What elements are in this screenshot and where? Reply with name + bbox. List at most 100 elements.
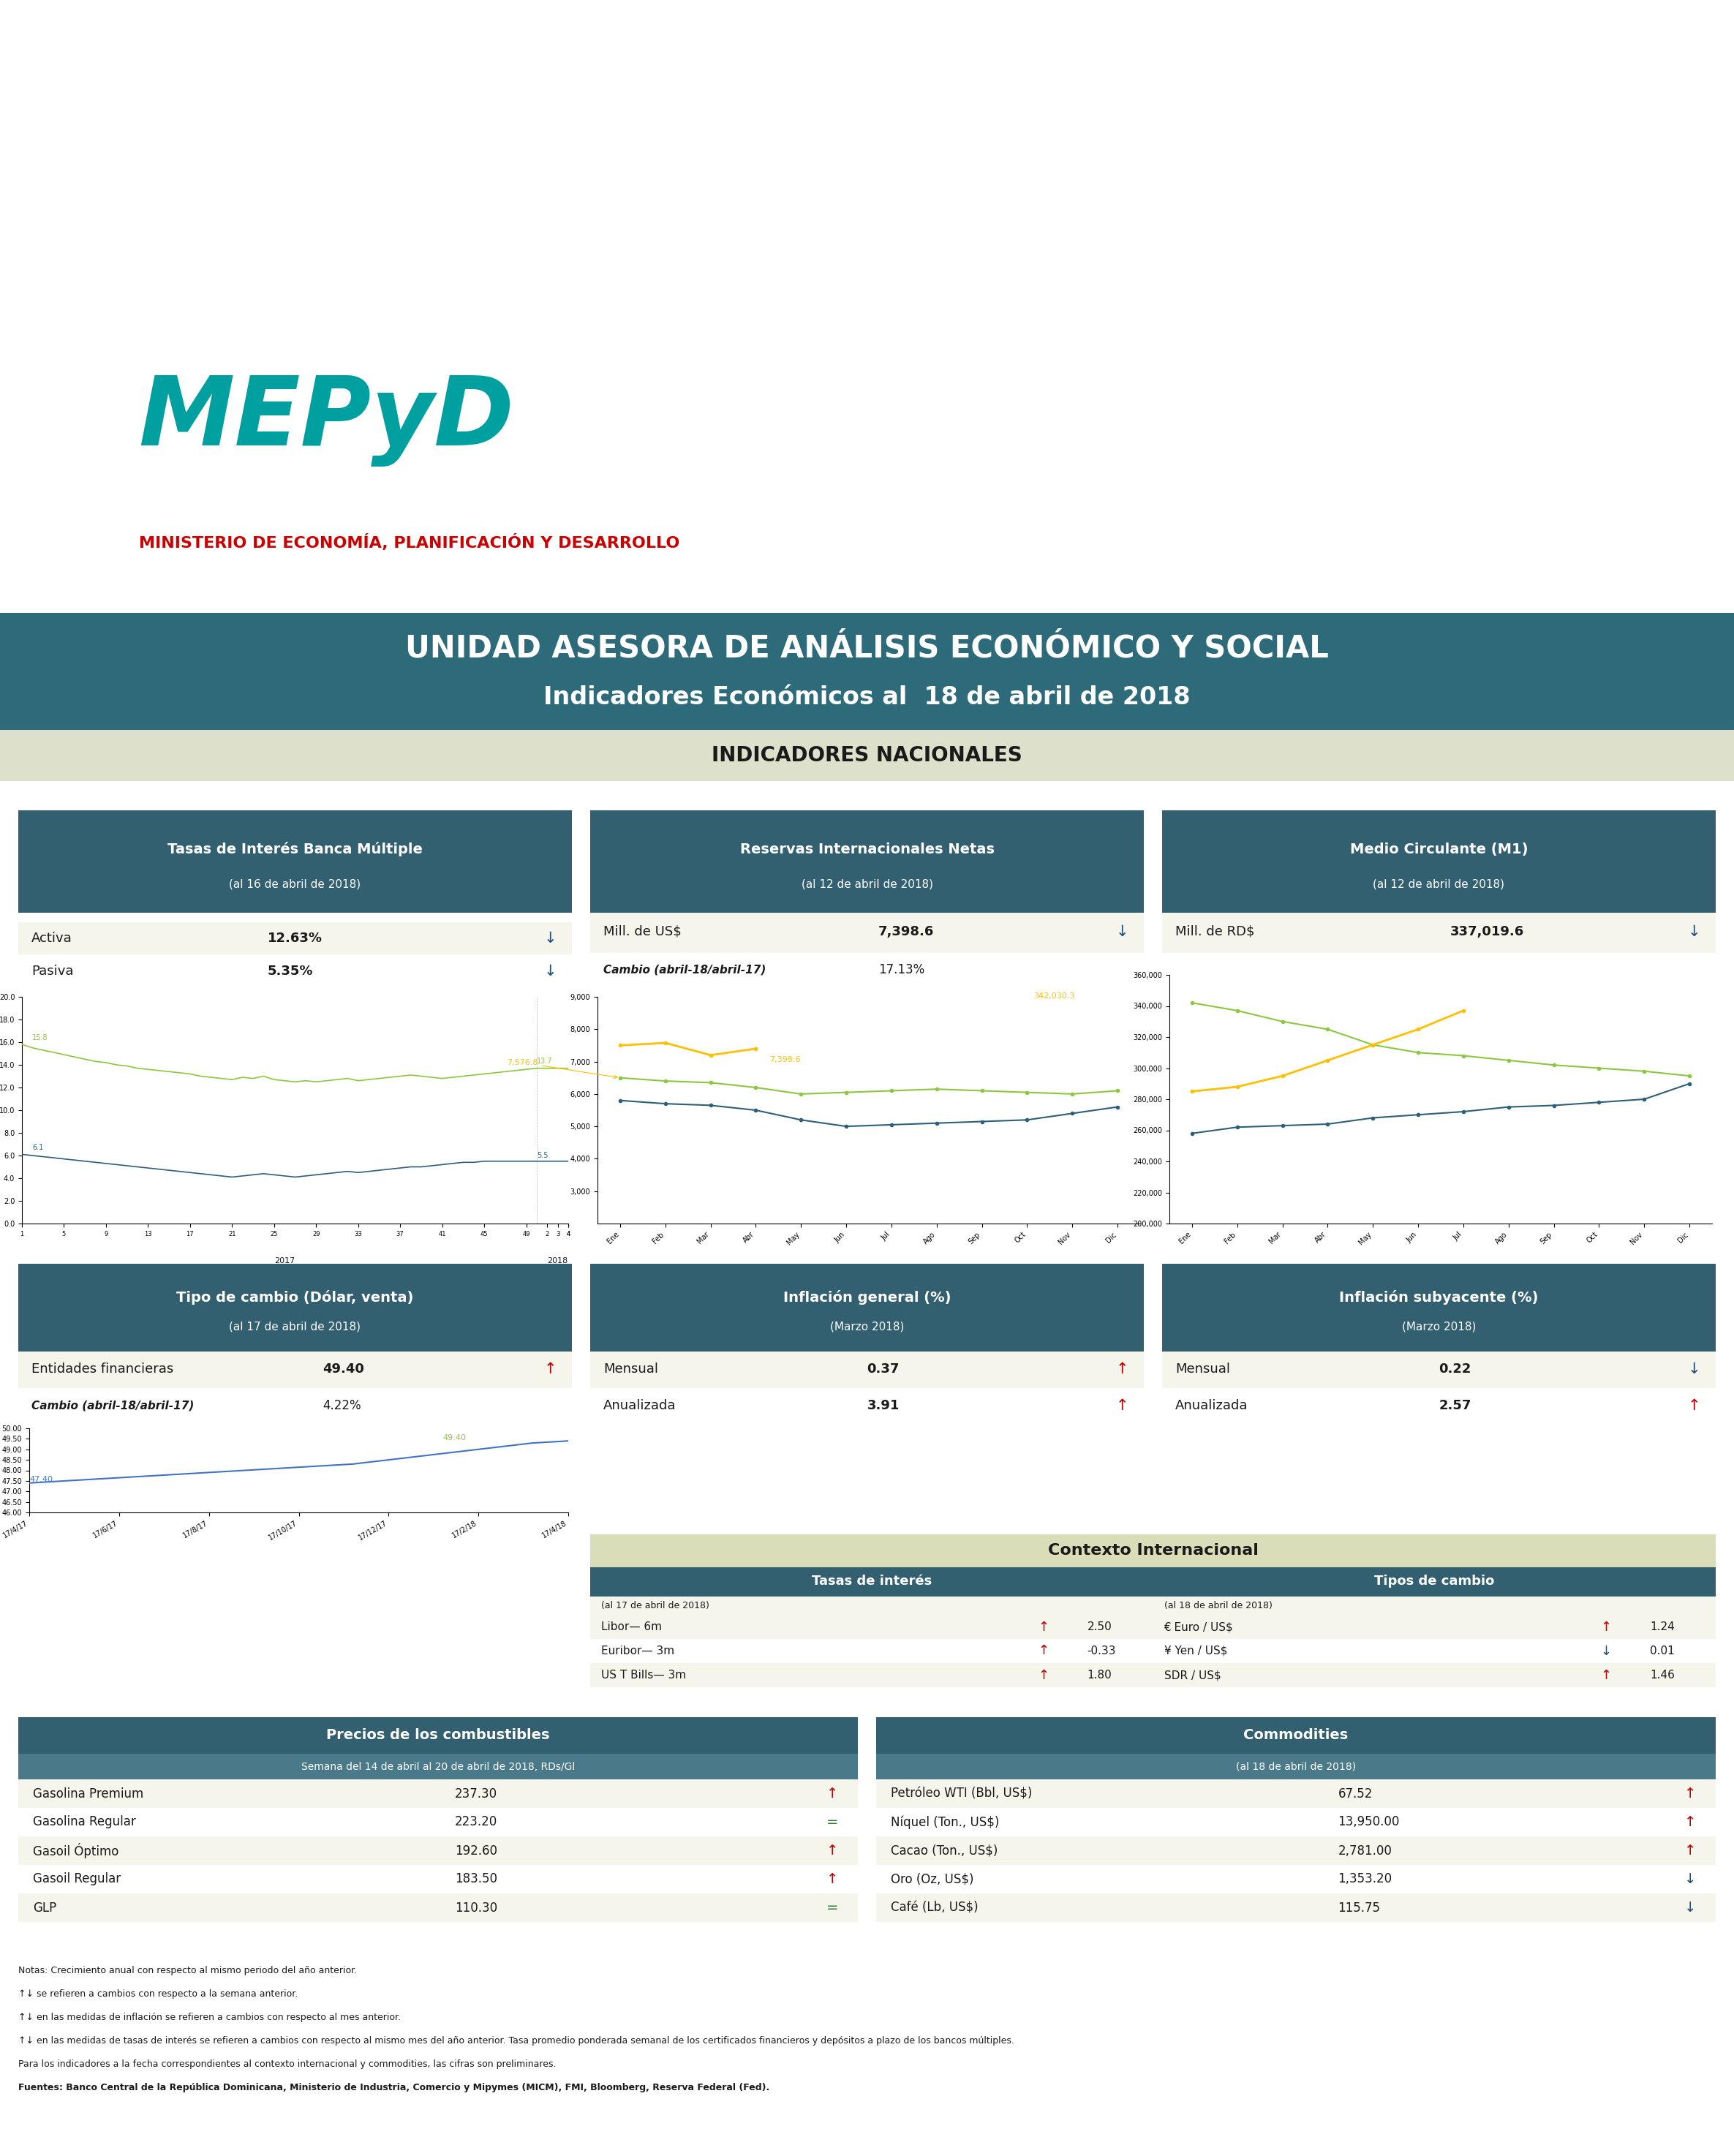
Text: Cambio (abril-18/abril-17): Cambio (abril-18/abril-17) [603, 964, 766, 975]
Bar [590, 1567, 1153, 1598]
Text: Cacao (Ton., US$): Cacao (Ton., US$) [891, 1843, 997, 1856]
Bar [1162, 1388, 1715, 1425]
Legend: 2016, 2017, 2018: 2016, 2017, 2018 [794, 1270, 943, 1283]
Bar [19, 1809, 858, 1837]
Text: Medio Circulante (M1): Medio Circulante (M1) [1349, 843, 1528, 856]
Text: -0.33: -0.33 [1087, 1645, 1117, 1656]
Text: ↑: ↑ [1600, 1621, 1611, 1634]
Text: ↑↓ en las medidas de tasas de interés se refieren a cambios con respecto al mism: ↑↓ en las medidas de tasas de interés se… [19, 2035, 1014, 2046]
Bar [19, 1716, 858, 1753]
Text: 337,019.6: 337,019.6 [1450, 925, 1524, 938]
Text: 1.46: 1.46 [1649, 1669, 1675, 1682]
Bar [19, 1352, 572, 1388]
Bar [590, 1639, 1153, 1662]
Text: 49.40: 49.40 [323, 1363, 364, 1376]
Text: 13,950.00: 13,950.00 [1339, 1815, 1399, 1828]
Text: 5.5: 5.5 [538, 1151, 548, 1160]
Text: Precios de los combustibles: Precios de los combustibles [326, 1729, 550, 1742]
Text: ↑: ↑ [1037, 1645, 1049, 1658]
Text: 115.75: 115.75 [1339, 1902, 1380, 1915]
Bar [590, 1535, 1715, 1567]
Bar [876, 1779, 1715, 1809]
Bar [19, 1388, 572, 1425]
Text: Anualizada: Anualizada [1176, 1399, 1248, 1412]
Bar [590, 1662, 1153, 1688]
Text: 13.7: 13.7 [538, 1059, 553, 1065]
Text: Gasoil Regular: Gasoil Regular [33, 1874, 121, 1886]
Text: Contexto Internacional: Contexto Internacional [1047, 1544, 1259, 1559]
Text: Notas: Crecimiento anual con respecto al mismo periodo del año anterior.: Notas: Crecimiento anual con respecto al… [19, 1966, 357, 1975]
Bar [1162, 811, 1715, 912]
Text: ↑↓ en las medidas de inflación se refieren a cambios con respecto al mes anterio: ↑↓ en las medidas de inflación se refier… [19, 2014, 401, 2022]
Text: ↑: ↑ [827, 1871, 838, 1886]
Text: 1.24: 1.24 [1649, 1621, 1675, 1632]
Text: ↑↓ se refieren a cambios con respecto a la semana anterior.: ↑↓ se refieren a cambios con respecto a … [19, 1990, 298, 1999]
Text: (al 17 de abril de 2018): (al 17 de abril de 2018) [229, 1322, 361, 1332]
Text: 0.37: 0.37 [867, 1363, 900, 1376]
Bar [1153, 1639, 1715, 1662]
Text: Gasolina Regular: Gasolina Regular [33, 1815, 135, 1828]
Bar [1153, 1598, 1715, 1615]
Text: Entidades financieras: Entidades financieras [31, 1363, 173, 1376]
Text: ↑: ↑ [543, 1363, 557, 1376]
Text: 6.1: 6.1 [33, 1145, 43, 1151]
Bar [19, 1865, 858, 1893]
Text: Gasolina Premium: Gasolina Premium [33, 1787, 144, 1800]
Text: (al 18 de abril de 2018): (al 18 de abril de 2018) [1236, 1761, 1356, 1772]
Text: 0.22: 0.22 [1439, 1363, 1472, 1376]
Text: Reservas Internacionales Netas: Reservas Internacionales Netas [740, 843, 994, 856]
Text: Semana del 14 de abril al 20 de abril de 2018, RDs/Gl: Semana del 14 de abril al 20 de abril de… [302, 1761, 576, 1772]
Text: Pasiva: Pasiva [31, 964, 73, 979]
Bar [590, 1598, 1153, 1615]
Text: Inflación subyacente (%): Inflación subyacente (%) [1339, 1289, 1538, 1304]
Text: =: = [825, 1815, 838, 1828]
Text: 1,353.20: 1,353.20 [1339, 1874, 1392, 1886]
Text: 183.50: 183.50 [454, 1874, 498, 1886]
Text: 12.63%: 12.63% [267, 931, 323, 944]
Text: ↑: ↑ [1037, 1621, 1049, 1634]
Bar [876, 1753, 1715, 1779]
Text: Mensual: Mensual [1176, 1363, 1229, 1376]
Text: Oro (Oz, US$): Oro (Oz, US$) [891, 1874, 975, 1886]
Text: Indicadores Económicos al  18 de abril de 2018: Indicadores Económicos al 18 de abril de… [543, 686, 1191, 709]
Legend: Activa, Pasiva: Activa, Pasiva [243, 1263, 347, 1276]
Bar [1153, 1662, 1715, 1688]
Text: ↑: ↑ [1037, 1669, 1049, 1682]
Text: 110.30: 110.30 [454, 1902, 498, 1915]
Text: Gasoil Óptimo: Gasoil Óptimo [33, 1843, 118, 1858]
Text: ↓: ↓ [1600, 1645, 1611, 1658]
Text: 192.60: 192.60 [454, 1843, 498, 1856]
Text: € Euro / US$: € Euro / US$ [1164, 1621, 1233, 1632]
Bar [876, 1865, 1715, 1893]
Bar [19, 1893, 858, 1921]
Text: ¥ Yen / US$: ¥ Yen / US$ [1164, 1645, 1228, 1656]
Text: Euribor— 3m: Euribor— 3m [602, 1645, 675, 1656]
Text: MINISTERIO DE ECONOMÍA, PLANIFICACIÓN Y DESARROLLO: MINISTERIO DE ECONOMÍA, PLANIFICACIÓN Y … [139, 535, 680, 550]
Bar [19, 811, 572, 912]
Bar [19, 955, 572, 987]
Text: 2018: 2018 [548, 1257, 569, 1266]
Bar [876, 1837, 1715, 1865]
Text: Tipo de cambio (Dólar, venta): Tipo de cambio (Dólar, venta) [177, 1289, 414, 1304]
Text: ↓: ↓ [1687, 925, 1699, 940]
Bar [1153, 1615, 1715, 1639]
Text: UNIDAD ASESORA DE ANÁLISIS ECONÓMICO Y SOCIAL: UNIDAD ASESORA DE ANÁLISIS ECONÓMICO Y S… [406, 632, 1328, 664]
Text: 15.8: 15.8 [33, 1035, 49, 1041]
Text: 2.50: 2.50 [1087, 1621, 1111, 1632]
Bar [1162, 1263, 1715, 1352]
Text: ↓: ↓ [1684, 1902, 1696, 1915]
Text: =: = [825, 1902, 838, 1915]
Bar [876, 1809, 1715, 1837]
Bar [1153, 1567, 1715, 1598]
Text: Anualizada: Anualizada [603, 1399, 676, 1412]
Text: Commodities: Commodities [1243, 1729, 1349, 1742]
Text: GLP: GLP [33, 1902, 57, 1915]
Text: Café (Lb, US$): Café (Lb, US$) [891, 1902, 978, 1915]
Text: ↑: ↑ [1115, 1363, 1129, 1376]
Text: (al 16 de abril de 2018): (al 16 de abril de 2018) [229, 877, 361, 890]
Bar [19, 1779, 858, 1809]
Text: 17.13%: 17.13% [877, 964, 924, 977]
Bar [590, 1388, 1144, 1425]
Text: 3.91: 3.91 [867, 1399, 900, 1412]
Bar [19, 1837, 858, 1865]
